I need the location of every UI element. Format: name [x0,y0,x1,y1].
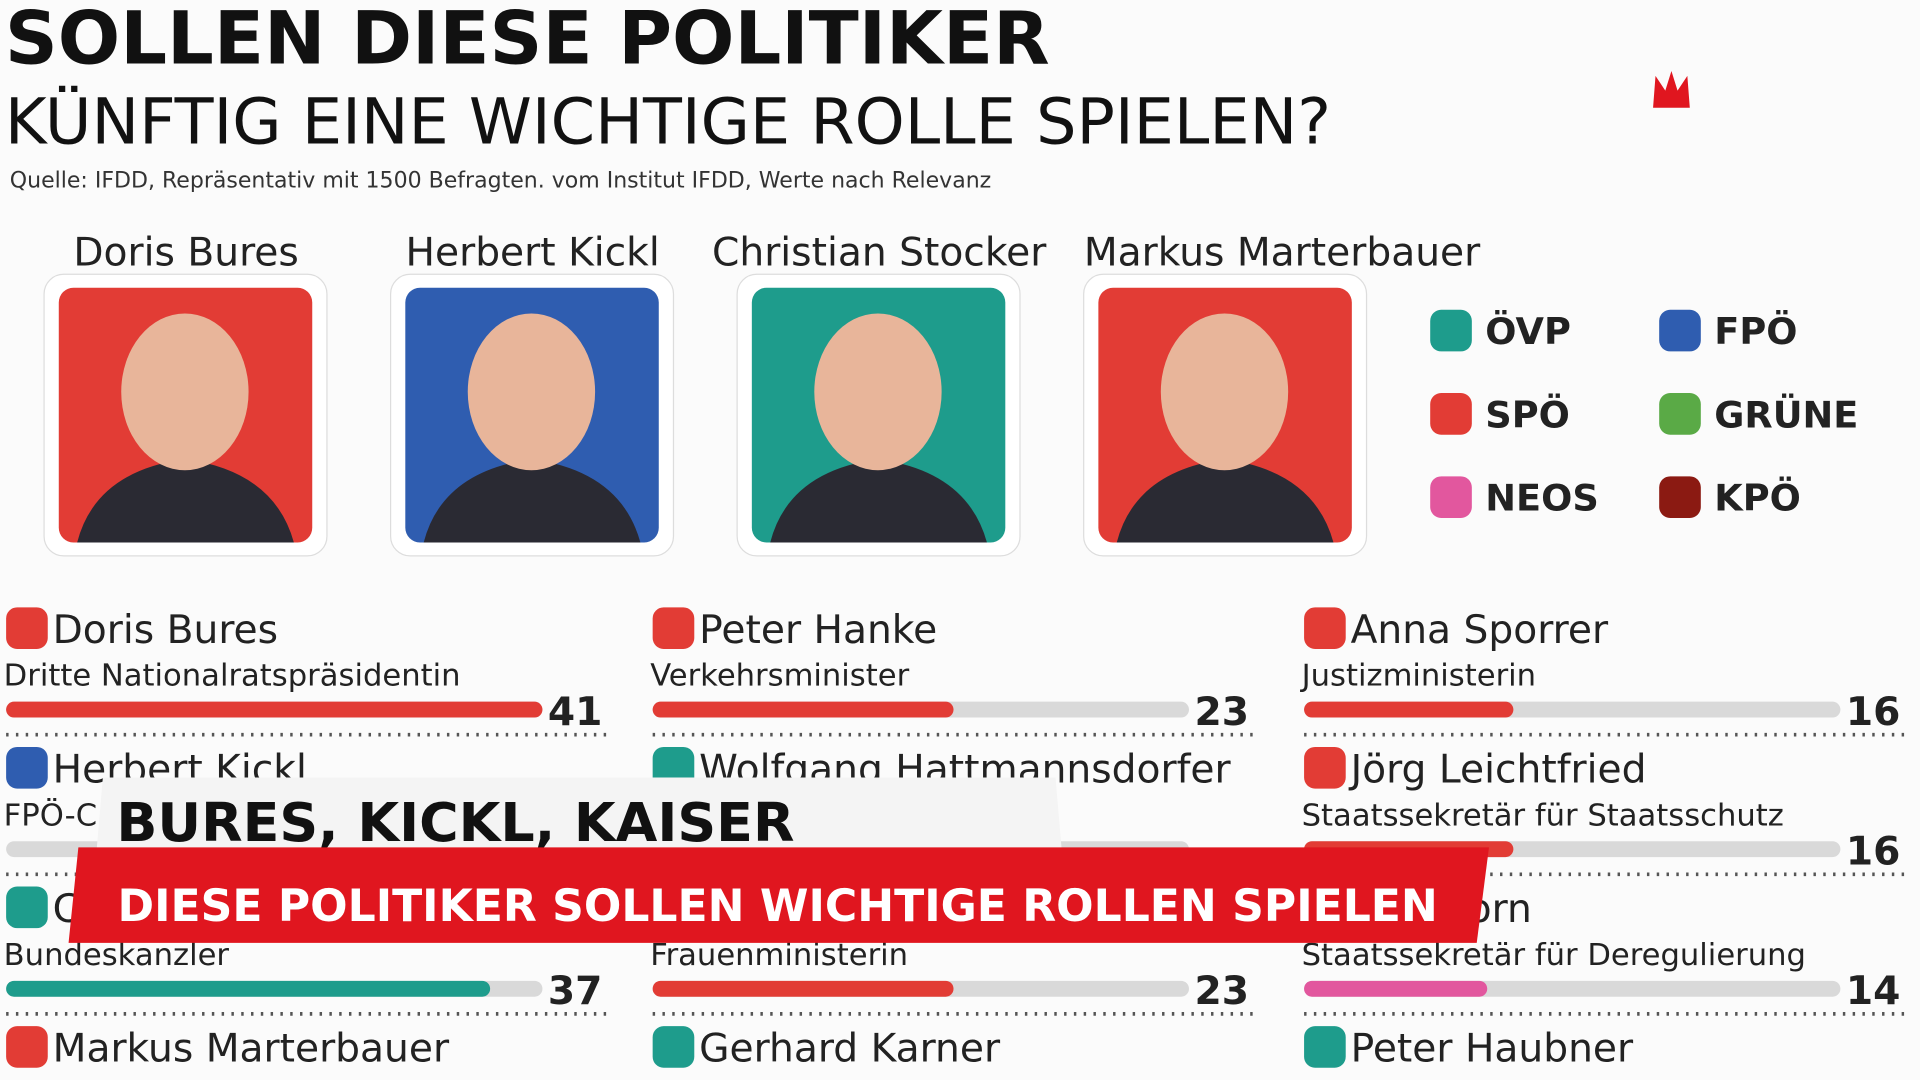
legend-swatch [1659,393,1701,435]
politician-role: Bundeskanzler [4,938,230,973]
portrait-face [1160,313,1289,471]
banner-headline: BURES, KICKL, KAISER [116,791,794,854]
portrait-face [121,313,249,471]
legend-swatch [1430,393,1472,435]
politician-name: Peter Haubner [1351,1027,1634,1072]
bar [6,701,543,718]
legend-label: SPÖ [1485,392,1570,436]
portrait-face [814,313,942,471]
bar-value: 37 [548,969,603,1014]
politician-name: Peter Hanke [699,608,937,653]
politician-role: Verkehrsminister [650,659,909,694]
legend-label: ÖVP [1485,309,1571,353]
party-marker [6,1026,48,1068]
bar-value: 16 [1846,690,1901,735]
logo [1653,71,1690,108]
politician-name: Anna Sporrer [1351,608,1609,653]
bar-value: 16 [1846,829,1901,874]
politician-role: Staatssekretär für Staatsschutz [1302,798,1784,833]
bar-value: 23 [1194,690,1249,735]
party-marker [1304,746,1346,789]
bar [652,980,954,997]
party-marker [6,607,48,649]
portrait-body [1116,459,1334,543]
legend-label: FPÖ [1714,309,1797,353]
politician-role: Staatssekretär für Deregulierung [1302,938,1806,973]
title: SOLLEN DIESE POLITIKER [5,0,1050,82]
party-marker [1304,607,1346,649]
politician-role: FPÖ-C [4,796,97,833]
politician-role: Dritte Nationalratspräsidentin [4,659,461,694]
banner-top [95,777,1063,864]
bar [652,701,954,718]
bar [6,980,491,997]
politician-name: Gerhard Karner [699,1027,1001,1072]
legend-swatch [1430,309,1472,352]
politician-role: Justizministerin [1300,659,1536,694]
politician-name: Markus Marterbauer [53,1027,450,1072]
portrait-name: Herbert Kickl [406,231,660,276]
portrait-name: Markus Marterbauer [1084,231,1481,276]
portrait-body [423,459,641,543]
legend-label: GRÜNE [1714,392,1858,436]
banner-bottom [68,847,1489,943]
party-marker [652,607,695,649]
legend-swatch [1430,476,1472,518]
party-marker [6,886,48,929]
portrait-name: Doris Bures [73,231,298,276]
party-marker [1304,1026,1346,1068]
bar [1304,701,1514,718]
banner-subline: DIESE POLITIKER SOLLEN WICHTIGE ROLLEN S… [118,881,1438,932]
bar-value: 23 [1194,969,1249,1014]
portrait-body [77,459,294,543]
portrait-name: Christian Stocker [712,231,1047,276]
portrait-body [770,459,987,543]
politician-name: Jörg Leichtfried [1348,747,1647,792]
politician-role: Frauenministerin [650,938,908,973]
source: Quelle: IFDD, Repräsentativ mit 1500 Bef… [10,168,991,193]
subtitle: KÜNFTIG EINE WICHTIGE ROLLE SPIELEN? [5,84,1331,159]
portrait-face [467,313,596,471]
legend-label: NEOS [1485,477,1598,520]
politician-name: Doris Bures [53,608,278,653]
legend-swatch [1659,476,1701,518]
bar-value: 14 [1846,969,1901,1014]
legend-label: KPÖ [1714,476,1801,520]
bar [1304,980,1488,997]
bar-value: 41 [548,690,603,735]
party-marker [6,746,48,789]
legend-swatch [1659,309,1701,352]
party-marker [652,1026,695,1068]
